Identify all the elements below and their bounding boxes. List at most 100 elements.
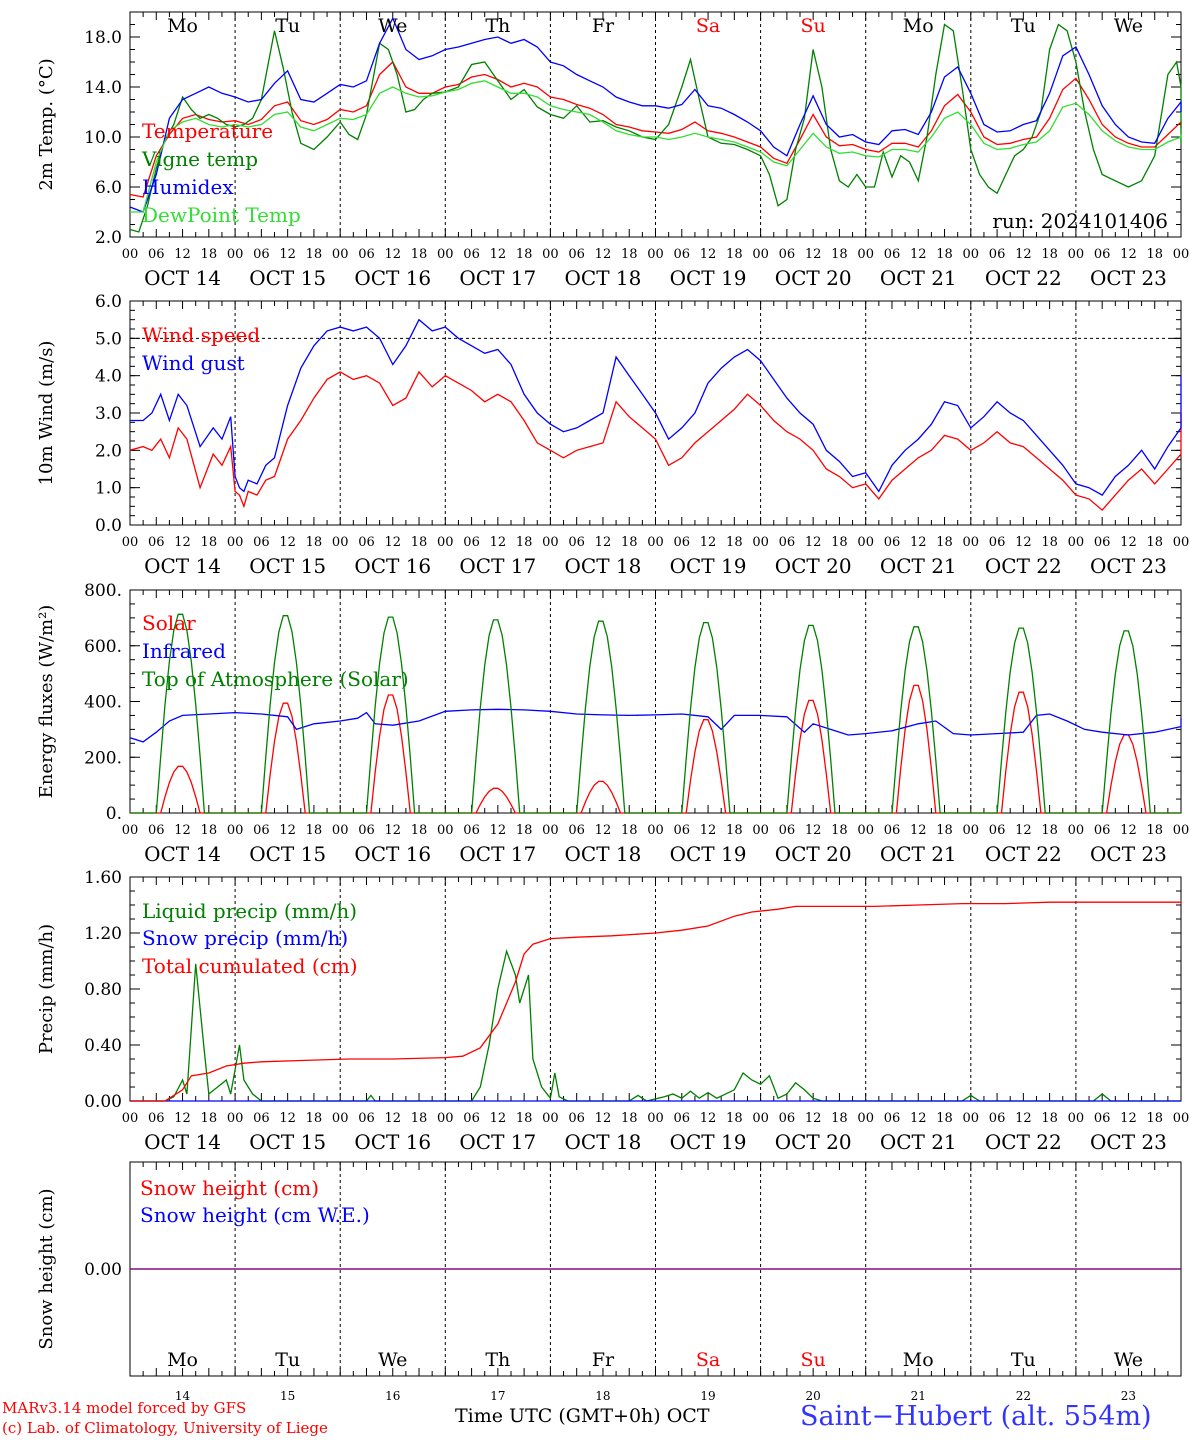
y-tick-label: 1.60 bbox=[84, 868, 122, 888]
hour-tick-label: 00 bbox=[227, 1111, 244, 1126]
hour-tick-label: 00 bbox=[1173, 535, 1190, 550]
hour-tick-label: 18 bbox=[831, 1111, 848, 1126]
hour-tick-label: 00 bbox=[122, 823, 139, 838]
hour-tick-label: 06 bbox=[989, 247, 1006, 262]
hour-tick-label: 12 bbox=[174, 535, 191, 550]
hour-tick-label: 00 bbox=[437, 823, 454, 838]
date-label: OCT 20 bbox=[775, 266, 852, 290]
hour-tick-label: 00 bbox=[542, 535, 559, 550]
day-number: 22 bbox=[1016, 1389, 1031, 1403]
y-tick-label: 0.00 bbox=[84, 1092, 122, 1112]
hour-tick-label: 00 bbox=[122, 1111, 139, 1126]
legend-humidex: Humidex bbox=[142, 175, 234, 199]
hour-tick-label: 06 bbox=[358, 1111, 375, 1126]
hour-tick-label: 06 bbox=[148, 1111, 165, 1126]
legend-dewpoint-temp: DewPoint Temp bbox=[142, 203, 301, 227]
y-tick-label: 0.40 bbox=[84, 1036, 122, 1056]
hour-tick-label: 06 bbox=[674, 823, 691, 838]
panel-1 bbox=[129, 11, 1182, 238]
hour-tick-label: 18 bbox=[306, 1111, 323, 1126]
hour-tick-label: 18 bbox=[726, 1111, 743, 1126]
hour-tick-label: 12 bbox=[174, 1111, 191, 1126]
date-label: OCT 23 bbox=[1090, 1130, 1167, 1154]
hour-tick-label: 18 bbox=[201, 247, 218, 262]
day-name: Mo bbox=[903, 15, 934, 37]
date-label: OCT 18 bbox=[565, 842, 642, 866]
hour-tick-label: 12 bbox=[174, 247, 191, 262]
day-name: We bbox=[378, 15, 407, 37]
hour-tick-label: 12 bbox=[279, 247, 296, 262]
legend-wind-gust: Wind gust bbox=[142, 351, 245, 375]
date-label: OCT 17 bbox=[459, 266, 536, 290]
hour-tick-label: 06 bbox=[463, 1111, 480, 1126]
hour-tick-label: 06 bbox=[148, 535, 165, 550]
day-name: We bbox=[1114, 15, 1143, 37]
hour-tick-label: 18 bbox=[411, 1111, 428, 1126]
hour-tick-label: 00 bbox=[857, 1111, 874, 1126]
y-tick-label: 0.0 bbox=[95, 516, 122, 536]
hour-tick-label: 12 bbox=[595, 1111, 612, 1126]
hour-tick-label: 18 bbox=[201, 1111, 218, 1126]
date-label: OCT 22 bbox=[985, 842, 1062, 866]
hour-tick-label: 18 bbox=[1146, 247, 1163, 262]
station-name: Saint−Hubert (alt. 554m) bbox=[800, 1401, 1152, 1432]
hour-tick-label: 12 bbox=[1015, 535, 1032, 550]
series-humidex bbox=[129, 16, 1182, 213]
hour-tick-label: 00 bbox=[122, 247, 139, 262]
date-label: OCT 20 bbox=[775, 554, 852, 578]
series-liquid-precip-mm-h bbox=[130, 948, 1181, 1102]
legend-snow-precip-mm-h: Snow precip (mm/h) bbox=[142, 926, 348, 950]
hour-tick-label: 18 bbox=[936, 247, 953, 262]
hour-tick-label: 18 bbox=[831, 535, 848, 550]
y-tick-label: 3.0 bbox=[95, 404, 122, 424]
hour-tick-label: 12 bbox=[700, 823, 717, 838]
hour-tick-label: 18 bbox=[831, 247, 848, 262]
hour-tick-label: 00 bbox=[1173, 247, 1190, 262]
hour-tick-label: 12 bbox=[384, 535, 401, 550]
day-name: Su bbox=[801, 1349, 826, 1371]
day-name: Mo bbox=[167, 15, 198, 37]
series-wind-speed bbox=[129, 370, 1182, 512]
date-label: OCT 19 bbox=[670, 554, 747, 578]
day-name: We bbox=[1114, 1349, 1143, 1371]
hour-tick-label: 12 bbox=[1015, 247, 1032, 262]
hour-tick-label: 12 bbox=[174, 823, 191, 838]
hour-tick-label: 06 bbox=[148, 247, 165, 262]
legend-wind-speed: Wind speed bbox=[142, 323, 260, 347]
legend-solar: Solar bbox=[142, 611, 196, 635]
date-label: OCT 21 bbox=[880, 266, 957, 290]
y-tick-label: 10.0 bbox=[84, 128, 122, 148]
series-infrared bbox=[129, 708, 1182, 743]
y-axis-label: 2m Temp. (°C) bbox=[36, 58, 57, 190]
hour-tick-label: 06 bbox=[253, 1111, 270, 1126]
hour-tick-label: 06 bbox=[1094, 535, 1111, 550]
y-tick-label: 1.20 bbox=[84, 924, 122, 944]
date-label: OCT 16 bbox=[354, 842, 431, 866]
date-label: OCT 22 bbox=[985, 266, 1062, 290]
y-tick-label: 5.0 bbox=[95, 329, 122, 349]
hour-tick-label: 06 bbox=[674, 1111, 691, 1126]
hour-tick-label: 18 bbox=[726, 823, 743, 838]
footer-lab: (c) Lab. of Climatology, University of L… bbox=[2, 1419, 328, 1437]
date-label: OCT 17 bbox=[459, 842, 536, 866]
date-label: OCT 15 bbox=[249, 1130, 326, 1154]
hour-tick-label: 18 bbox=[1146, 535, 1163, 550]
date-label: OCT 19 bbox=[670, 266, 747, 290]
y-tick-label: 6.0 bbox=[95, 178, 122, 198]
series-dewpoint-temp bbox=[130, 80, 1182, 213]
hour-tick-label: 12 bbox=[490, 1111, 507, 1126]
hour-tick-label: 12 bbox=[700, 247, 717, 262]
legend-temperature: Temperature bbox=[142, 119, 273, 143]
hour-tick-label: 18 bbox=[726, 535, 743, 550]
hour-tick-label: 00 bbox=[963, 1111, 980, 1126]
hour-tick-label: 00 bbox=[752, 823, 769, 838]
hour-tick-label: 00 bbox=[963, 823, 980, 838]
series-wind-gust bbox=[130, 318, 1182, 496]
hour-tick-label: 12 bbox=[700, 1111, 717, 1126]
y-tick-label: 2.0 bbox=[95, 441, 122, 461]
date-label: OCT 14 bbox=[144, 842, 221, 866]
hour-tick-label: 00 bbox=[227, 823, 244, 838]
date-label: OCT 15 bbox=[249, 842, 326, 866]
hour-tick-label: 00 bbox=[647, 1111, 664, 1126]
